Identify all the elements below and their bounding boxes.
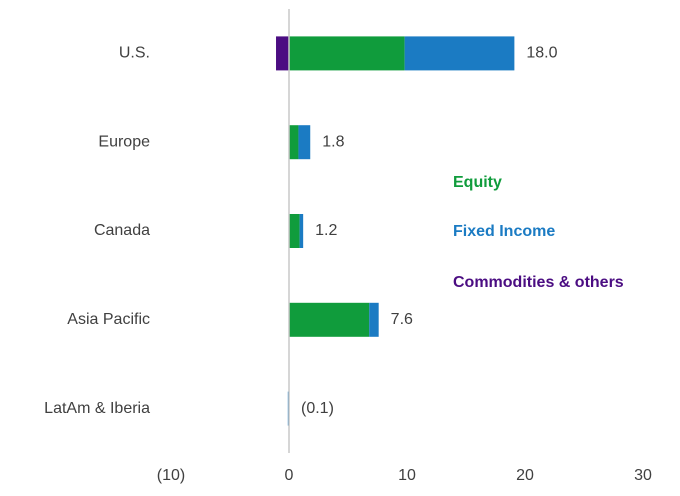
x-tick-label: 20 [516,467,534,484]
bar-segment [289,125,299,160]
bar-segment [369,302,379,337]
total-label: 1.8 [322,133,344,150]
bar-segment [289,214,300,248]
total-label: 1.2 [315,222,337,239]
y-tick-label: U.S. [119,45,150,62]
x-tick-label: 10 [398,467,416,484]
legend-label: Fixed Income [453,223,555,240]
bar-segment [276,36,289,71]
x-tick-label: 0 [285,467,294,484]
x-tick-label: (10) [157,467,185,484]
bar-segment [298,125,311,160]
y-tick-label: LatAm & Iberia [44,400,150,417]
y-tick-label: Canada [94,222,150,239]
total-label: 7.6 [391,311,413,328]
legend-label: Commodities & others [453,274,624,291]
bar-segment [289,302,370,337]
y-tick-label: Europe [98,133,150,150]
bar-segment [299,214,304,248]
bar-segment [404,36,515,71]
bar-segment [289,36,405,71]
total-label: (0.1) [301,400,334,417]
y-tick-label: Asia Pacific [67,311,150,328]
total-label: 18.0 [526,45,557,62]
x-tick-label: 30 [634,467,652,484]
legend-label: Equity [453,174,502,191]
